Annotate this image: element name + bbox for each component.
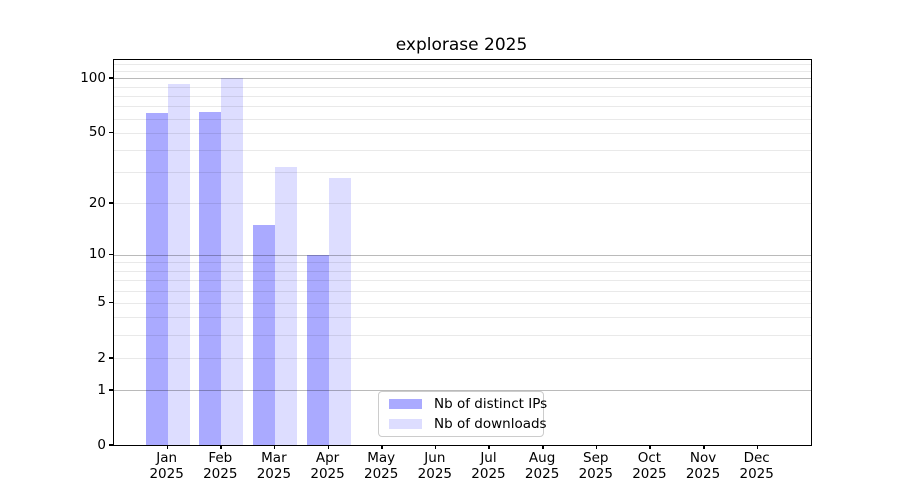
y-tick-label-50: 50 (88, 124, 106, 141)
minor-gridline-70 (114, 106, 811, 108)
legend: Nb of distinct IPs Nb of downloads (378, 391, 547, 437)
y-tick-label-5: 5 (97, 294, 106, 311)
x-tick-label-jun: Jun 2025 (417, 450, 452, 482)
y-tick-label-20: 20 (88, 194, 106, 211)
minor-gridline-50 (114, 132, 811, 134)
y-tick-label-100: 100 (80, 69, 106, 86)
x-tick-label-mar: Mar 2025 (256, 450, 292, 482)
y-tick-mark (109, 77, 113, 79)
minor-gridline-7 (114, 280, 811, 281)
legend-item-downloads: Nb of downloads (389, 416, 547, 432)
y-tick-mark (109, 389, 113, 391)
bar-downloads-mar (274, 167, 297, 445)
x-tick-mark (756, 445, 759, 449)
legend-item-distinct-ips: Nb of distinct IPs (389, 396, 547, 412)
x-tick-mark (220, 445, 222, 449)
x-tick-label-may: May 2025 (364, 450, 399, 482)
x-tick-label-apr: Apr 2025 (310, 450, 345, 482)
chart-title: explorase 2025 (395, 35, 528, 55)
x-tick-mark (488, 445, 490, 449)
y-tick-mark (109, 253, 113, 256)
x-tick-mark (166, 445, 169, 449)
minor-gridline-6 (114, 290, 811, 292)
legend-swatch-icon (389, 399, 422, 409)
major-gridline-10 (114, 254, 811, 256)
x-tick-label-feb: Feb 2025 (203, 450, 238, 482)
y-tick-mark (109, 444, 113, 446)
minor-gridline-3 (114, 335, 811, 337)
x-tick-label-oct: Oct 2025 (632, 450, 667, 482)
minor-gridline-40 (114, 150, 811, 152)
bar-distinct-ips-feb (199, 112, 222, 445)
y-tick-mark (109, 301, 113, 304)
bar-distinct-ips-mar (252, 224, 275, 445)
y-tick-label-2: 2 (97, 349, 106, 366)
y-tick-mark (109, 357, 113, 359)
legend-label: Nb of distinct IPs (434, 396, 548, 412)
x-tick-mark (273, 445, 276, 449)
minor-gridline-8 (114, 270, 811, 272)
bar-downloads-feb (221, 78, 244, 445)
minor-gridline-20 (114, 203, 811, 205)
minor-gridline-5 (114, 302, 811, 304)
y-tick-label-0: 0 (97, 436, 106, 453)
y-tick-mark (109, 202, 113, 204)
minor-gridline-120 (114, 64, 811, 65)
plot-area (113, 59, 812, 446)
minor-gridline-110 (114, 70, 811, 72)
x-tick-label-aug: Aug 2025 (524, 450, 560, 482)
x-tick-label-jul: Jul 2025 (471, 450, 506, 482)
bar-distinct-ips-jan (145, 113, 168, 445)
x-tick-mark (434, 445, 437, 449)
x-tick-mark (381, 445, 383, 449)
minor-gridline-4 (114, 317, 811, 319)
x-tick-mark (327, 445, 330, 449)
minor-gridline-2 (114, 358, 811, 359)
bar-downloads-apr (328, 177, 351, 445)
legend-label: Nb of downloads (434, 416, 547, 432)
major-gridline-1 (114, 390, 811, 392)
minor-gridline-90 (114, 86, 811, 88)
y-tick-label-10: 10 (88, 246, 106, 263)
x-tick-label-nov: Nov 2025 (685, 450, 721, 482)
major-gridline-100 (114, 78, 811, 80)
legend-swatch-icon (389, 419, 422, 429)
minor-gridline-60 (114, 118, 811, 120)
bar-distinct-ips-apr (306, 254, 329, 445)
minor-gridline-30 (114, 172, 811, 174)
x-tick-label-sep: Sep 2025 (578, 450, 613, 482)
x-tick-mark (703, 445, 705, 449)
y-tick-mark (109, 131, 113, 134)
x-tick-label-dec: Dec 2025 (739, 450, 774, 482)
y-tick-label-1: 1 (97, 381, 106, 398)
minor-gridline-9 (114, 262, 811, 264)
x-tick-mark (649, 445, 651, 449)
x-tick-mark (542, 445, 544, 449)
bar-downloads-jan (167, 84, 190, 445)
x-tick-label-jan: Jan 2025 (149, 450, 184, 482)
minor-gridline-80 (114, 96, 811, 97)
x-tick-mark (595, 445, 598, 449)
